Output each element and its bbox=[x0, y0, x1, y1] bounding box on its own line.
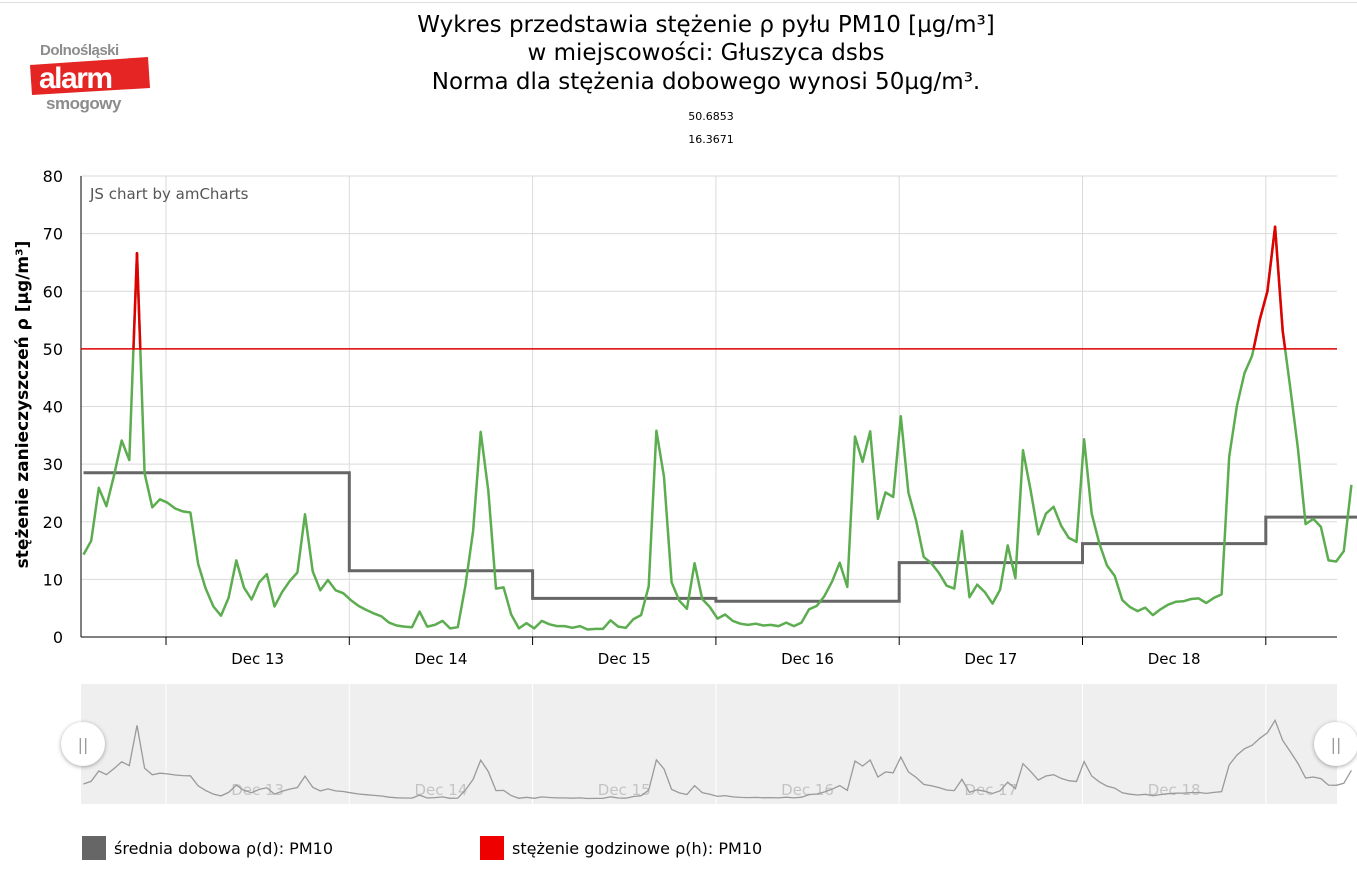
legend-label-daily: średnia dobowa ρ(d): PM10 bbox=[114, 838, 333, 858]
series-hourly-over-norm-segment bbox=[1258, 290, 1269, 321]
scrollbar-tick-label: Dec 18 bbox=[1148, 781, 1201, 799]
svg-text:smogowy: smogowy bbox=[46, 94, 122, 113]
y-tick-label: 80 bbox=[43, 167, 63, 186]
top-rule bbox=[0, 2, 1357, 3]
scrollbar-preview-line bbox=[83, 718, 1352, 800]
chart-title-line-2: w miejscowości: Głuszyca dsbs bbox=[527, 40, 885, 66]
y-tick-label: 0 bbox=[53, 628, 63, 647]
scrollbar-tick-label: Dec 15 bbox=[598, 781, 651, 799]
scrollbar-tick-label: Dec 14 bbox=[415, 781, 468, 799]
series-daily-line bbox=[83, 471, 1357, 603]
y-tick-label: 70 bbox=[43, 225, 63, 244]
legend-item-daily[interactable]: średnia dobowa ρ(d): PM10 bbox=[82, 835, 333, 861]
y-tick-label: 40 bbox=[43, 398, 63, 417]
y-tick-label: 30 bbox=[43, 455, 63, 474]
amcharts-credit[interactable]: JS chart by amCharts bbox=[90, 185, 249, 203]
y-tick-label: 10 bbox=[43, 570, 63, 589]
y-axis-title: stężenie zanieczyszczeń ρ [µg/m³] bbox=[13, 241, 33, 569]
scrollbar-tick-label: Dec 16 bbox=[781, 781, 834, 799]
y-tick-label: 60 bbox=[43, 282, 63, 301]
subtitle-value-2: 16.3671 bbox=[688, 133, 734, 146]
legend-swatch-hourly bbox=[480, 836, 504, 860]
alarm-smogowy-logo: Dolnośląski alarm smogowy bbox=[30, 42, 150, 113]
x-tick-label: Dec 17 bbox=[964, 650, 1017, 668]
x-tick-label: Dec 16 bbox=[781, 650, 834, 668]
y-tick-label: 20 bbox=[43, 513, 63, 532]
chart-title-line-3: Norma dla stężenia dobowego wynosi 50µg/… bbox=[431, 69, 981, 95]
series-hourly-over-norm-segment bbox=[1266, 225, 1277, 293]
chart-title-line-1: Wykres przedstawia stężenie ρ pyłu PM10 … bbox=[417, 12, 995, 38]
scrollbar-background bbox=[81, 684, 1337, 804]
scrollbar-right-handle[interactable]: || bbox=[1314, 722, 1357, 766]
x-tick-label: Dec 15 bbox=[598, 650, 651, 668]
y-tick-label: 50 bbox=[43, 340, 63, 359]
series-hourly-over-norm-segment bbox=[135, 251, 142, 351]
svg-text:alarm: alarm bbox=[39, 62, 112, 95]
svg-text:Dolnośląski: Dolnośląski bbox=[40, 42, 119, 59]
x-tick-label: Dec 13 bbox=[231, 650, 284, 668]
series-hourly-over-norm-segment bbox=[1281, 329, 1287, 351]
scrollbar-left-handle[interactable]: || bbox=[61, 722, 105, 766]
series-hourly-over-norm-segment bbox=[1252, 318, 1262, 351]
x-tick-label: Dec 14 bbox=[415, 650, 468, 668]
series-hourly-line bbox=[82, 225, 1353, 631]
series-hourly-over-norm-segment bbox=[1273, 225, 1284, 333]
x-tick-label: Dec 18 bbox=[1148, 650, 1201, 668]
legend-item-hourly[interactable]: stężenie godzinowe ρ(h): PM10 bbox=[480, 835, 762, 861]
legend-swatch-daily bbox=[82, 836, 106, 860]
subtitle-value-1: 50.6853 bbox=[688, 110, 734, 123]
legend-label-hourly: stężenie godzinowe ρ(h): PM10 bbox=[512, 838, 763, 858]
